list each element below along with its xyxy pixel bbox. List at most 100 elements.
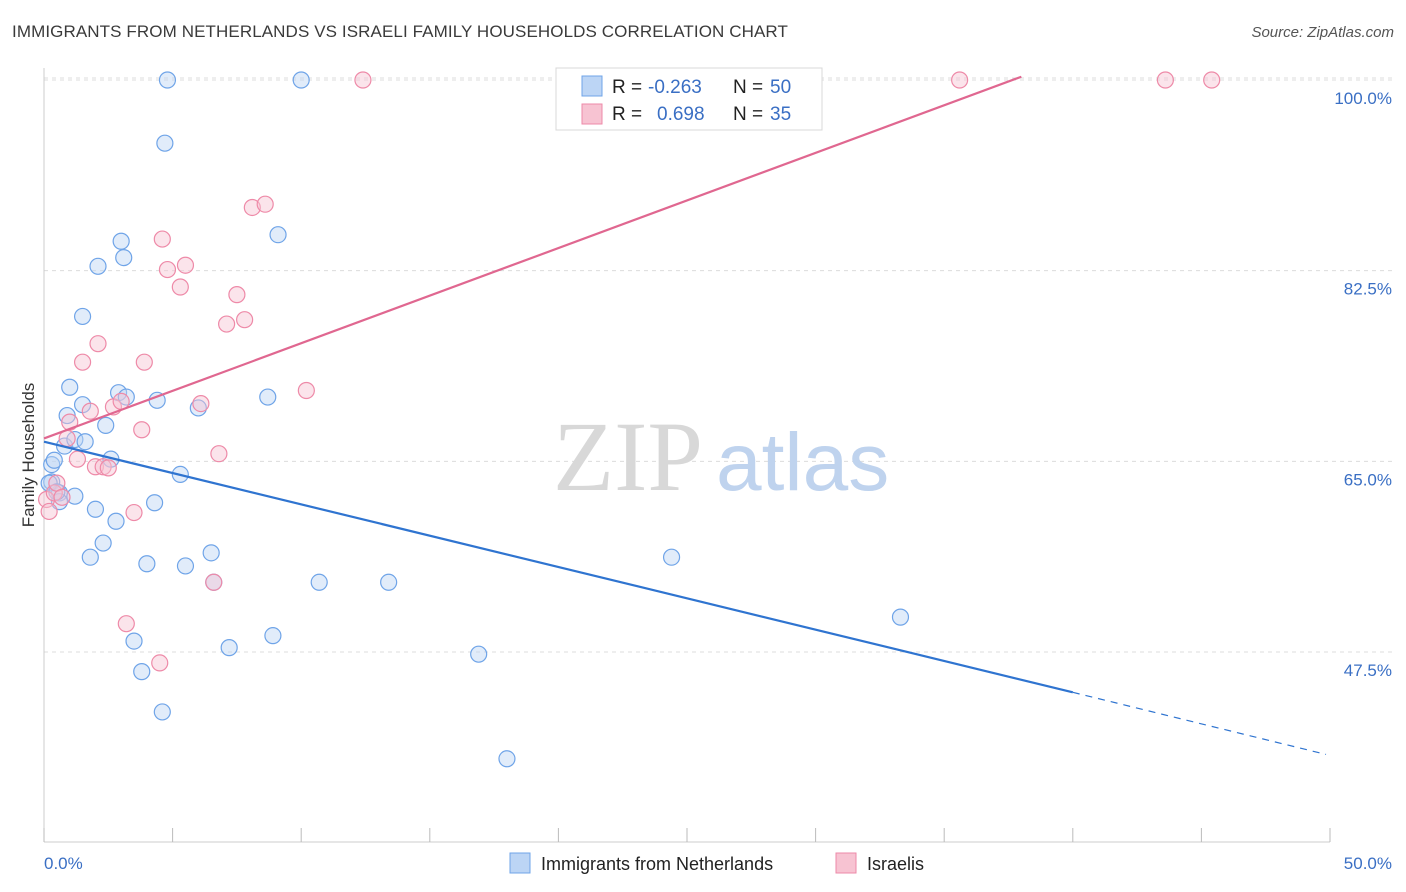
series-legend-swatch-israelis [835, 852, 857, 874]
israelis-point [73, 353, 92, 371]
gridlines [44, 77, 1392, 653]
israelis-point [171, 278, 189, 296]
netherlands-point [891, 608, 910, 626]
israelis-point [158, 260, 177, 279]
netherlands-point [115, 248, 133, 267]
israelis-point [1156, 71, 1174, 89]
israelis-point [133, 421, 151, 439]
trend-line-netherlands-extrapolated [1072, 691, 1327, 755]
trend-line-israelis [43, 75, 1022, 440]
netherlands-point [498, 750, 516, 768]
x-tick-label-max: 50.0% [1344, 854, 1392, 873]
israelis-point [125, 503, 143, 522]
legend-r-value-2: 0.698 [657, 104, 705, 125]
israelis-point [135, 353, 153, 371]
legend-n-label-2: N = [733, 104, 763, 125]
netherlands-point [662, 548, 681, 566]
netherlands-point [66, 487, 84, 505]
israelis-point [354, 71, 372, 89]
israelis-point [205, 573, 223, 591]
netherlands-point [153, 703, 171, 721]
netherlands-point [145, 494, 164, 512]
legend-r-label-1: R = [612, 77, 642, 98]
legend-swatch-netherlands [581, 75, 603, 97]
trend-lines [43, 75, 1327, 755]
y-tick-label: 100.0% [1334, 89, 1392, 108]
x-tick-label-min: 0.0% [44, 854, 83, 873]
netherlands-point [86, 500, 105, 518]
israelis-point [243, 198, 261, 217]
israelis-point [236, 311, 254, 329]
netherlands-point [133, 663, 151, 681]
y-tick-labels: 47.5% 65.0% 82.5% 100.0% [1334, 89, 1392, 680]
netherlands-point [158, 71, 177, 89]
y-tick-label: 82.5% [1344, 280, 1392, 299]
series-legend-label-israelis: Israelis [867, 854, 924, 874]
netherlands-point [89, 257, 107, 275]
netherlands-point [97, 416, 115, 434]
legend-n-value-2: 35 [770, 104, 791, 125]
israelis-point [117, 615, 135, 633]
x-axis-ticks [43, 828, 1331, 842]
israelis-point [176, 256, 195, 274]
netherlands-point [107, 512, 125, 530]
netherlands-point [202, 544, 220, 562]
y-tick-label: 47.5% [1344, 661, 1392, 680]
netherlands-point [310, 573, 328, 591]
israelis-point [210, 445, 228, 463]
watermark: ZIP atlas [553, 401, 889, 512]
israelis-point [256, 195, 274, 213]
series-netherlands-points [40, 71, 910, 768]
netherlands-point [76, 433, 94, 451]
israelis-point [218, 315, 236, 333]
israelis-point [228, 286, 246, 304]
trend-line-netherlands [43, 440, 1074, 694]
israelis-point [151, 654, 169, 672]
legend-r-label-2: R = [612, 104, 642, 125]
israelis-point [192, 394, 210, 413]
israelis-point [81, 402, 99, 420]
israelis-point [68, 450, 87, 468]
netherlands-point [264, 627, 282, 645]
chart-title: IMMIGRANTS FROM NETHERLANDS VS ISRAELI F… [12, 22, 788, 41]
series-legend-swatch-netherlands [509, 852, 531, 874]
israelis-point [153, 230, 171, 248]
netherlands-point [259, 388, 277, 406]
israelis-point [951, 71, 969, 89]
israelis-point [99, 459, 117, 477]
netherlands-point [156, 134, 174, 152]
watermark-atlas: atlas [716, 417, 889, 508]
netherlands-point [112, 232, 130, 250]
series-legend-label-netherlands: Immigrants from Netherlands [541, 854, 773, 874]
netherlands-point [45, 451, 63, 469]
series-legend: Immigrants from Netherlands Israelis [509, 852, 924, 874]
netherlands-point [380, 573, 398, 591]
israelis-point [297, 381, 315, 400]
israelis-point [40, 502, 58, 521]
netherlands-point [470, 645, 488, 663]
netherlands-point [269, 226, 287, 244]
netherlands-point [61, 378, 79, 396]
israelis-point [89, 335, 107, 353]
netherlands-point [176, 557, 195, 575]
netherlands-point [81, 548, 99, 566]
legend-swatch-israelis [581, 103, 603, 125]
y-axis-label: Family Households [19, 383, 38, 528]
israelis-point [61, 413, 79, 431]
netherlands-point [94, 534, 112, 552]
israelis-point [94, 458, 112, 476]
legend-n-value-1: 50 [770, 77, 791, 98]
israelis-point [1203, 71, 1221, 89]
netherlands-point [125, 632, 143, 650]
netherlands-point [138, 555, 156, 573]
legend-r-value-1: -0.263 [648, 77, 702, 98]
source-credit: Source: ZipAtlas.com [1251, 24, 1394, 41]
correlation-legend: R = -0.263 N = 50 R = 0.698 N = 35 [555, 67, 823, 131]
netherlands-point [220, 639, 238, 657]
netherlands-point [292, 71, 310, 89]
israelis-point [53, 488, 71, 506]
series-israelis-points [37, 71, 1221, 672]
watermark-zip: ZIP [553, 401, 703, 512]
y-tick-label: 65.0% [1344, 470, 1392, 489]
